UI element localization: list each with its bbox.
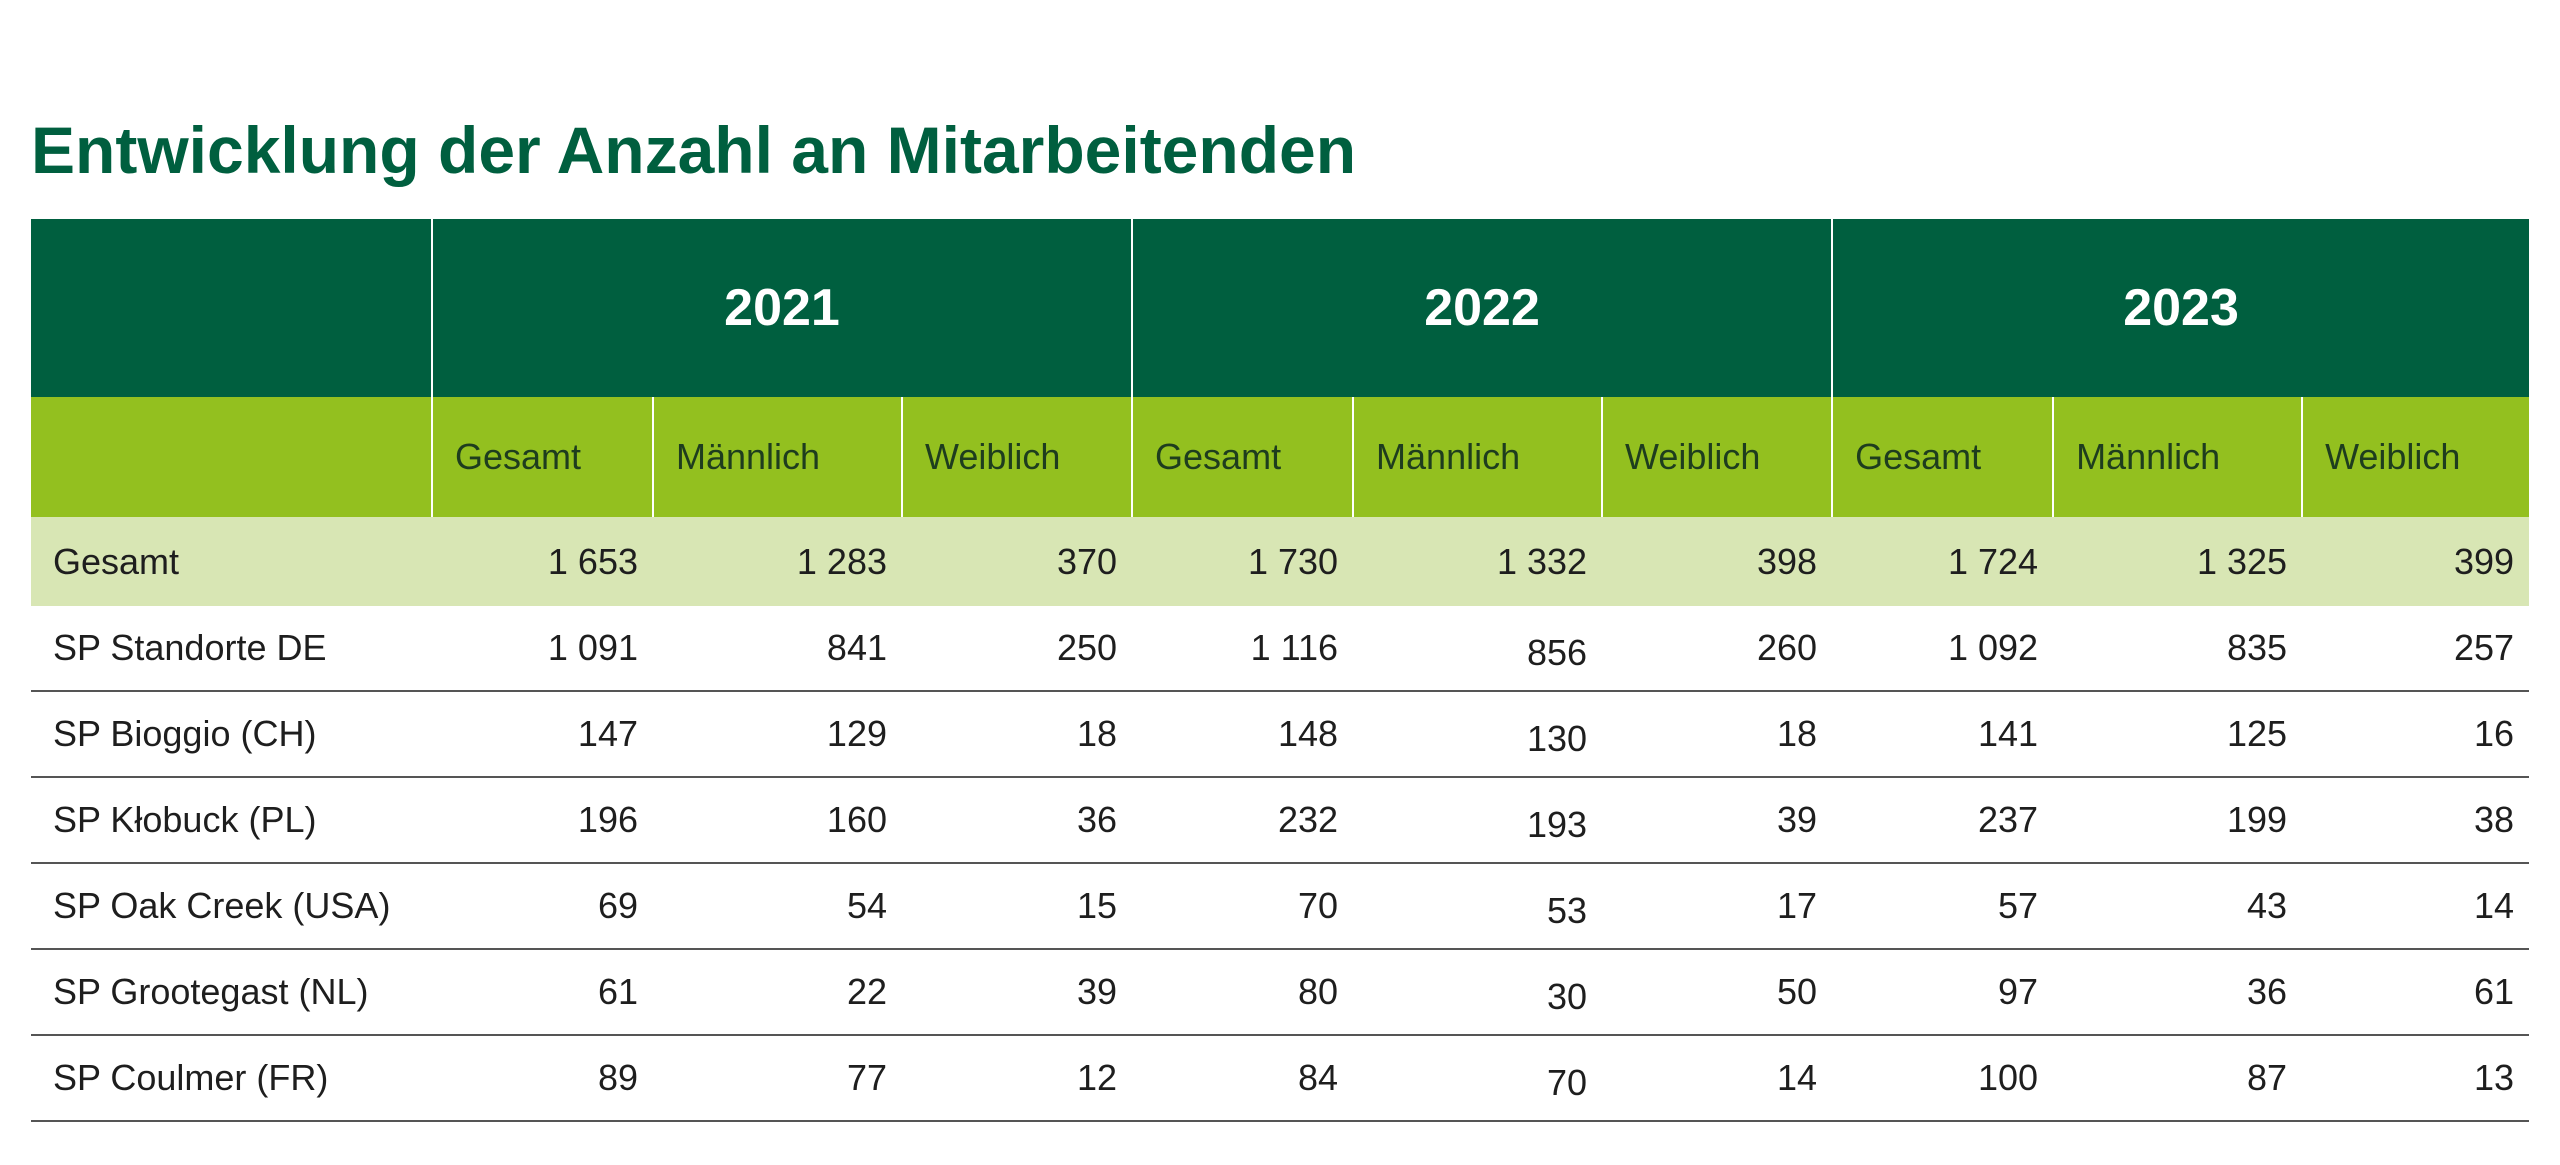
- table-cell: 147: [432, 691, 653, 778]
- table-row-total: Gesamt 1 653 1 283 370 1 730 1 332 398 1…: [31, 517, 2530, 606]
- table-row: SP Grootegast (NL) 61 22 39 80 30 50 97 …: [31, 949, 2530, 1036]
- table-cell: 22: [653, 949, 902, 1036]
- table-cell: 398: [1602, 517, 1833, 606]
- table-row: SP Oak Creek (USA) 69 54 15 70 53 17 57 …: [31, 863, 2530, 950]
- table-cell: 18: [902, 691, 1133, 778]
- table-row: SP Kłobuck (PL) 196 160 36 232 193 39 23…: [31, 777, 2530, 864]
- table-cell: 12: [902, 1035, 1133, 1122]
- corner-cell: [31, 219, 432, 397]
- table-cell: 43: [2053, 863, 2303, 950]
- table-cell: 50: [1602, 949, 1833, 1036]
- row-label: SP Grootegast (NL): [31, 949, 432, 1036]
- table-cell: 257: [2302, 606, 2530, 692]
- table-cell: 1 724: [1832, 517, 2054, 606]
- subheader-gesamt-2022: Gesamt: [1131, 397, 1354, 517]
- table-cell: 61: [432, 949, 653, 1036]
- year-header-2023: 2023: [1831, 219, 2530, 397]
- subheader-weiblich-2022: Weiblich: [1601, 397, 1833, 517]
- table-cell: 87: [2053, 1035, 2303, 1122]
- table-cell: 199: [2053, 777, 2303, 864]
- table-cell: 14: [1602, 1035, 1833, 1122]
- subheader-maennlich-2023: Männlich: [2052, 397, 2303, 517]
- table-cell: 14: [2302, 863, 2530, 950]
- row-label: SP Bioggio (CH): [31, 691, 432, 778]
- subheader-weiblich-2021: Weiblich: [900, 397, 1133, 517]
- table-cell: 260: [1602, 606, 1833, 692]
- table-cell: 130: [1353, 691, 1603, 778]
- table-cell: 160: [653, 777, 902, 864]
- table-cell: 125: [2053, 691, 2303, 778]
- table-cell: 15: [902, 863, 1133, 950]
- table-cell: 57: [1832, 863, 2054, 950]
- subheader-gesamt-2023: Gesamt: [1831, 397, 2054, 517]
- table-cell: 70: [1353, 1035, 1603, 1122]
- table-cell: 97: [1832, 949, 2054, 1036]
- table-cell: 69: [432, 863, 653, 950]
- table-row: SP Bioggio (CH) 147 129 18 148 130 18 14…: [31, 691, 2530, 778]
- table-cell: 70: [1132, 863, 1354, 950]
- row-label: SP Kłobuck (PL): [31, 777, 432, 864]
- table-cell: 141: [1832, 691, 2054, 778]
- row-label: Gesamt: [31, 517, 432, 606]
- table-cell: 841: [653, 606, 902, 692]
- table-cell: 80: [1132, 949, 1354, 1036]
- table-cell: 84: [1132, 1035, 1354, 1122]
- table-cell: 13: [2302, 1035, 2530, 1122]
- table-cell: 54: [653, 863, 902, 950]
- table-cell: 17: [1602, 863, 1833, 950]
- table-cell: 250: [902, 606, 1133, 692]
- table-cell: 370: [902, 517, 1133, 606]
- table-cell: 53: [1353, 863, 1603, 950]
- table-cell: 129: [653, 691, 902, 778]
- row-label: SP Coulmer (FR): [31, 1035, 432, 1122]
- year-header-2022: 2022: [1131, 219, 1833, 397]
- table-cell: 36: [2053, 949, 2303, 1036]
- table-cell: 1 325: [2053, 517, 2303, 606]
- table-cell: 39: [1602, 777, 1833, 864]
- table-cell: 36: [902, 777, 1133, 864]
- row-label: SP Standorte DE: [31, 606, 432, 692]
- page-title: Entwicklung der Anzahl an Mitarbeitenden: [31, 113, 1357, 187]
- table-cell: 148: [1132, 691, 1354, 778]
- table-cell: 232: [1132, 777, 1354, 864]
- table-cell: 38: [2302, 777, 2530, 864]
- subheader-weiblich-2023: Weiblich: [2301, 397, 2530, 517]
- subheader-maennlich-2022: Männlich: [1352, 397, 1603, 517]
- employee-table: 2021 2022 2023 Gesamt Männlich Weiblich …: [31, 219, 2530, 1122]
- table-cell: 39: [902, 949, 1133, 1036]
- year-header-2021: 2021: [430, 219, 1133, 397]
- row-label: SP Oak Creek (USA): [31, 863, 432, 950]
- table-cell: 1 653: [432, 517, 653, 606]
- table-cell: 30: [1353, 949, 1603, 1036]
- table-cell: 61: [2302, 949, 2530, 1036]
- table-cell: 193: [1353, 777, 1603, 864]
- table-cell: 77: [653, 1035, 902, 1122]
- subheader-maennlich-2021: Männlich: [652, 397, 902, 517]
- table-cell: 1 091: [432, 606, 653, 692]
- table-row: SP Coulmer (FR) 89 77 12 84 70 14 100 87…: [31, 1035, 2530, 1122]
- table-cell: 89: [432, 1035, 653, 1122]
- table-cell: 1 283: [653, 517, 902, 606]
- table-cell: 237: [1832, 777, 2054, 864]
- table-cell: 1 332: [1353, 517, 1603, 606]
- year-header-row: 2021 2022 2023: [31, 219, 2530, 397]
- table-cell: 196: [432, 777, 653, 864]
- subheader-row: Gesamt Männlich Weiblich Gesamt Männlich…: [31, 397, 2530, 517]
- table-cell: 1 116: [1132, 606, 1354, 692]
- table-cell: 399: [2302, 517, 2530, 606]
- table-cell: 100: [1832, 1035, 2054, 1122]
- table-cell: 1 092: [1832, 606, 2054, 692]
- table-row: SP Standorte DE 1 091 841 250 1 116 856 …: [31, 606, 2530, 692]
- subheader-corner-cell: [31, 397, 432, 517]
- table-cell: 18: [1602, 691, 1833, 778]
- table-cell: 1 730: [1132, 517, 1354, 606]
- table-cell: 856: [1353, 606, 1603, 692]
- table-cell: 835: [2053, 606, 2303, 692]
- subheader-gesamt-2021: Gesamt: [431, 397, 653, 517]
- table-cell: 16: [2302, 691, 2530, 778]
